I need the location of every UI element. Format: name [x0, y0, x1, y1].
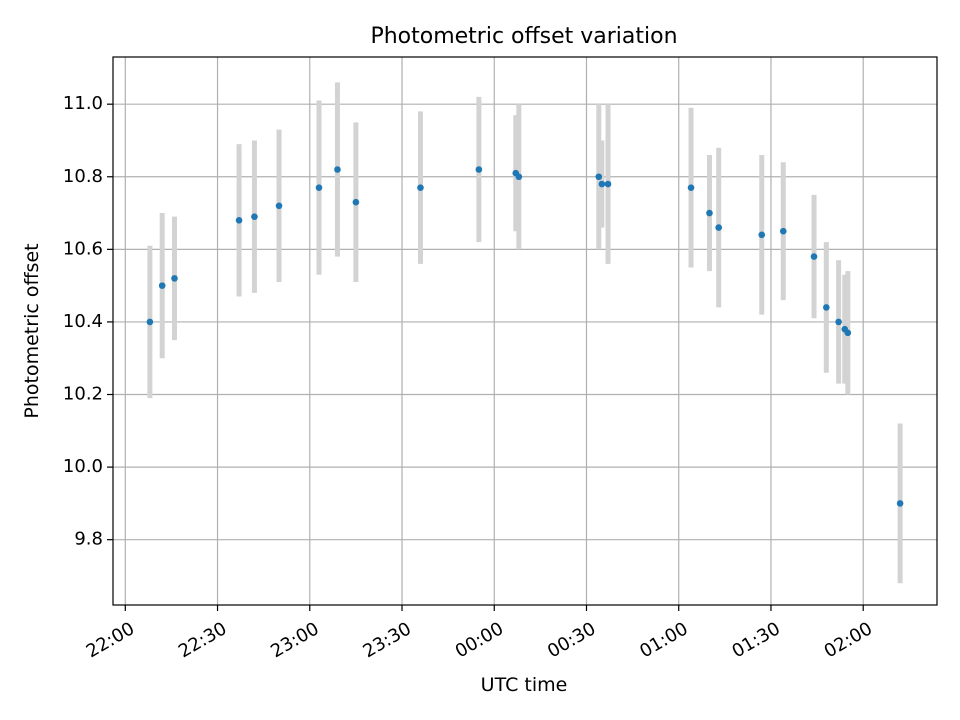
grid-lines	[113, 57, 937, 605]
data-point	[475, 166, 483, 173]
data-point	[417, 184, 424, 191]
data-point	[706, 209, 713, 217]
y-tick-label: 9.8	[74, 529, 103, 550]
data-point	[251, 213, 258, 220]
data-point	[896, 500, 904, 507]
data-point	[687, 184, 695, 191]
data-point	[595, 173, 603, 181]
plot-frame	[112, 56, 938, 606]
y-tick-label: 10.8	[63, 166, 103, 187]
data-point	[715, 224, 723, 231]
y-tick-label: 11.0	[63, 93, 103, 114]
data-point	[779, 227, 787, 235]
data-point	[315, 184, 323, 191]
data-point	[352, 198, 360, 206]
data-point	[823, 304, 830, 311]
data-point	[810, 253, 818, 260]
chart-title: Photometric offset variation	[370, 24, 677, 49]
data-point	[334, 166, 341, 173]
x-axis-label: UTC time	[481, 674, 568, 696]
data-point	[758, 231, 766, 239]
data-point	[235, 217, 243, 224]
data-point	[275, 202, 283, 210]
data-point	[604, 180, 612, 188]
y-axis-label: Photometric offset	[21, 243, 43, 418]
y-tick-label: 10.6	[63, 238, 103, 259]
data-point	[598, 180, 606, 188]
data-point	[515, 173, 523, 181]
data-point	[158, 282, 166, 289]
data-point	[844, 329, 852, 337]
y-tick-label: 10.2	[63, 384, 103, 405]
y-tick-label: 10.0	[63, 456, 103, 477]
data-point	[146, 318, 154, 326]
data-points	[146, 166, 904, 507]
data-point	[835, 318, 842, 326]
y-axis-ticks: 9.8 10.0 10.2 10.4 10.6 10.8 11.0	[63, 93, 113, 550]
y-tick-label: 10.4	[63, 311, 103, 332]
data-point	[171, 275, 178, 282]
